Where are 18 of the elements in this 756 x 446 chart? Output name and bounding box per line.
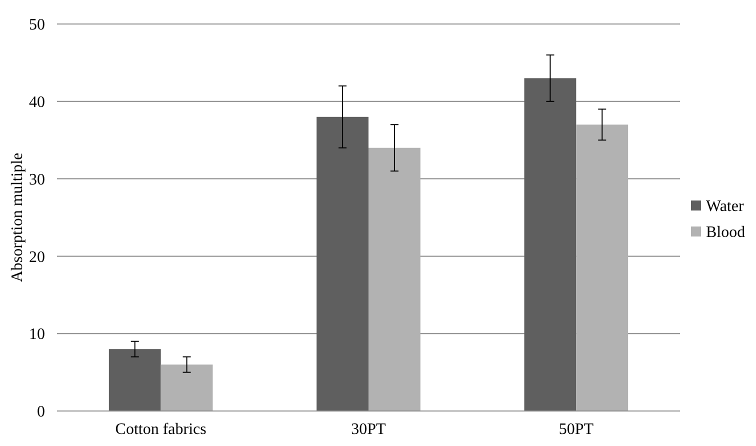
legend-label: Blood <box>706 224 746 242</box>
y-tick-label: 20 <box>29 248 45 266</box>
bar <box>524 78 576 411</box>
x-tick-label: 50PT <box>558 421 594 438</box>
legend-label: Water <box>706 198 744 216</box>
x-tick-label: Cotton fabrics <box>115 421 206 438</box>
y-tick-label: 10 <box>29 326 45 344</box>
y-tick-label: 40 <box>29 94 45 111</box>
bar <box>576 124 628 411</box>
bar <box>108 349 161 411</box>
y-tick-label: 50 <box>29 16 45 34</box>
bar <box>160 364 213 411</box>
bar <box>368 148 420 411</box>
y-axis-title: Absorption multiple <box>9 152 26 282</box>
x-tick-label: 30PT <box>351 421 386 438</box>
bar <box>316 116 368 411</box>
y-tick-label: 0 <box>37 404 45 421</box>
y-tick-label: 30 <box>29 171 45 188</box>
